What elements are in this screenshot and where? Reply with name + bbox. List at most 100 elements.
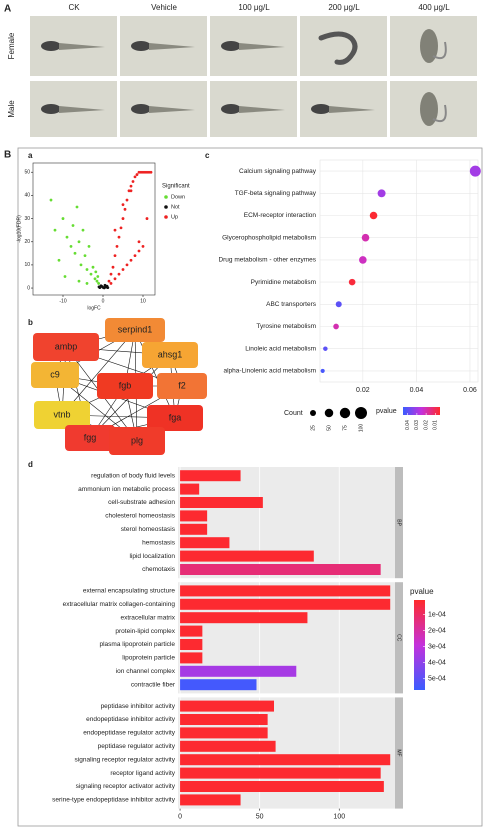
y-tick-label: 50 xyxy=(24,170,30,176)
x-tick-label: 0.02 xyxy=(356,387,370,394)
category-label: chemotaxis xyxy=(142,566,176,573)
point xyxy=(133,175,137,179)
node-label: fga xyxy=(169,412,182,422)
legend-swatch xyxy=(164,195,168,199)
point xyxy=(125,263,129,267)
legend-size xyxy=(355,407,367,419)
colorbar xyxy=(403,407,440,415)
larva-head xyxy=(221,104,241,114)
larva-body xyxy=(318,31,358,65)
larva-tail xyxy=(432,41,447,60)
category-label: signaling receptor activator activity xyxy=(76,783,176,790)
point xyxy=(121,203,125,207)
point xyxy=(106,286,110,289)
larva-tail xyxy=(149,43,195,50)
bar xyxy=(180,497,263,508)
colorbar xyxy=(414,600,425,690)
category-label: lipid localization xyxy=(129,553,175,560)
node-label: ahsg1 xyxy=(158,349,183,359)
point xyxy=(129,184,133,188)
category-label: ammonium ion metabolic process xyxy=(78,486,176,493)
larva xyxy=(131,41,195,51)
legend-size-label: 75 xyxy=(342,425,348,431)
larva-photo xyxy=(300,16,387,76)
legend-size-label: 100 xyxy=(358,424,364,433)
point xyxy=(77,279,81,283)
colorbar-label: 0.03 xyxy=(414,420,420,430)
dot xyxy=(359,256,367,264)
node-label: vtnb xyxy=(53,409,70,419)
category-label: endopeptidase regulator activity xyxy=(83,730,176,737)
category-label: alpha-Linolenic acid metabolism xyxy=(224,368,317,375)
bar xyxy=(180,794,241,806)
row-label: Male xyxy=(7,100,16,118)
point xyxy=(95,279,99,283)
facet-strip xyxy=(395,582,403,694)
legend-size-label: 25 xyxy=(310,425,316,431)
point xyxy=(137,240,141,244)
colorbar-label: 5e-04 xyxy=(428,676,446,683)
category-label: ion channel complex xyxy=(116,668,176,675)
point xyxy=(143,170,147,174)
category-label: external encapsulating structure xyxy=(83,588,176,595)
point xyxy=(127,189,131,193)
bar xyxy=(180,700,275,712)
x-tick-label: 10 xyxy=(140,298,146,304)
point xyxy=(131,180,135,183)
category-label: sterol homeostasis xyxy=(121,526,176,533)
point xyxy=(97,282,100,285)
panel-b-frame xyxy=(17,147,483,827)
point xyxy=(109,282,113,285)
point xyxy=(137,170,141,174)
category-label: Calcium signaling pathway xyxy=(239,168,317,175)
node-label: plg xyxy=(131,435,143,445)
subpanel-label: b xyxy=(28,318,33,327)
node xyxy=(33,333,99,361)
larva-tail xyxy=(59,43,105,50)
category-label: contractile fiber xyxy=(131,681,176,688)
y-tick-label: 40 xyxy=(24,193,30,199)
point xyxy=(121,268,125,271)
dot xyxy=(469,165,481,177)
dot xyxy=(323,346,328,351)
node xyxy=(34,401,90,429)
bar xyxy=(180,714,268,725)
larva-tail xyxy=(329,106,375,113)
point xyxy=(133,254,137,258)
point xyxy=(113,254,117,258)
point xyxy=(113,228,117,232)
point xyxy=(91,265,95,269)
legend-title: pvalue xyxy=(376,408,397,415)
y-tick-label: 20 xyxy=(24,239,30,245)
category-label: ABC transporters xyxy=(266,301,317,308)
larva xyxy=(420,29,447,63)
legend-title: pvalue xyxy=(410,587,434,596)
larva-head xyxy=(41,41,61,51)
edge xyxy=(61,329,136,416)
category-label: Tyrosine metabolism xyxy=(256,323,316,330)
node xyxy=(31,362,79,388)
category-label: ECM-receptor interaction xyxy=(244,212,317,219)
bar xyxy=(180,639,203,650)
subpanel-label: a xyxy=(28,151,33,160)
bar xyxy=(180,740,276,752)
category-label: cell-substrate adhesion xyxy=(108,499,175,506)
x-tick-label: 0 xyxy=(178,813,182,820)
point xyxy=(93,277,97,281)
node xyxy=(97,373,153,399)
legend-label: Up xyxy=(171,214,178,220)
category-label: peptidase inhibitor activity xyxy=(101,703,176,710)
larva xyxy=(311,104,375,114)
point xyxy=(89,272,93,276)
legend-label: Down xyxy=(171,194,185,200)
row-label: Female xyxy=(7,32,16,59)
bar xyxy=(180,652,203,664)
category-label: Drug metabolism - other enzymes xyxy=(218,257,316,264)
larva xyxy=(221,104,285,114)
dot xyxy=(377,189,386,198)
point xyxy=(83,254,87,258)
node-label: f2 xyxy=(178,380,186,390)
larva xyxy=(41,104,105,114)
legend-size xyxy=(324,408,334,418)
point xyxy=(147,170,151,174)
